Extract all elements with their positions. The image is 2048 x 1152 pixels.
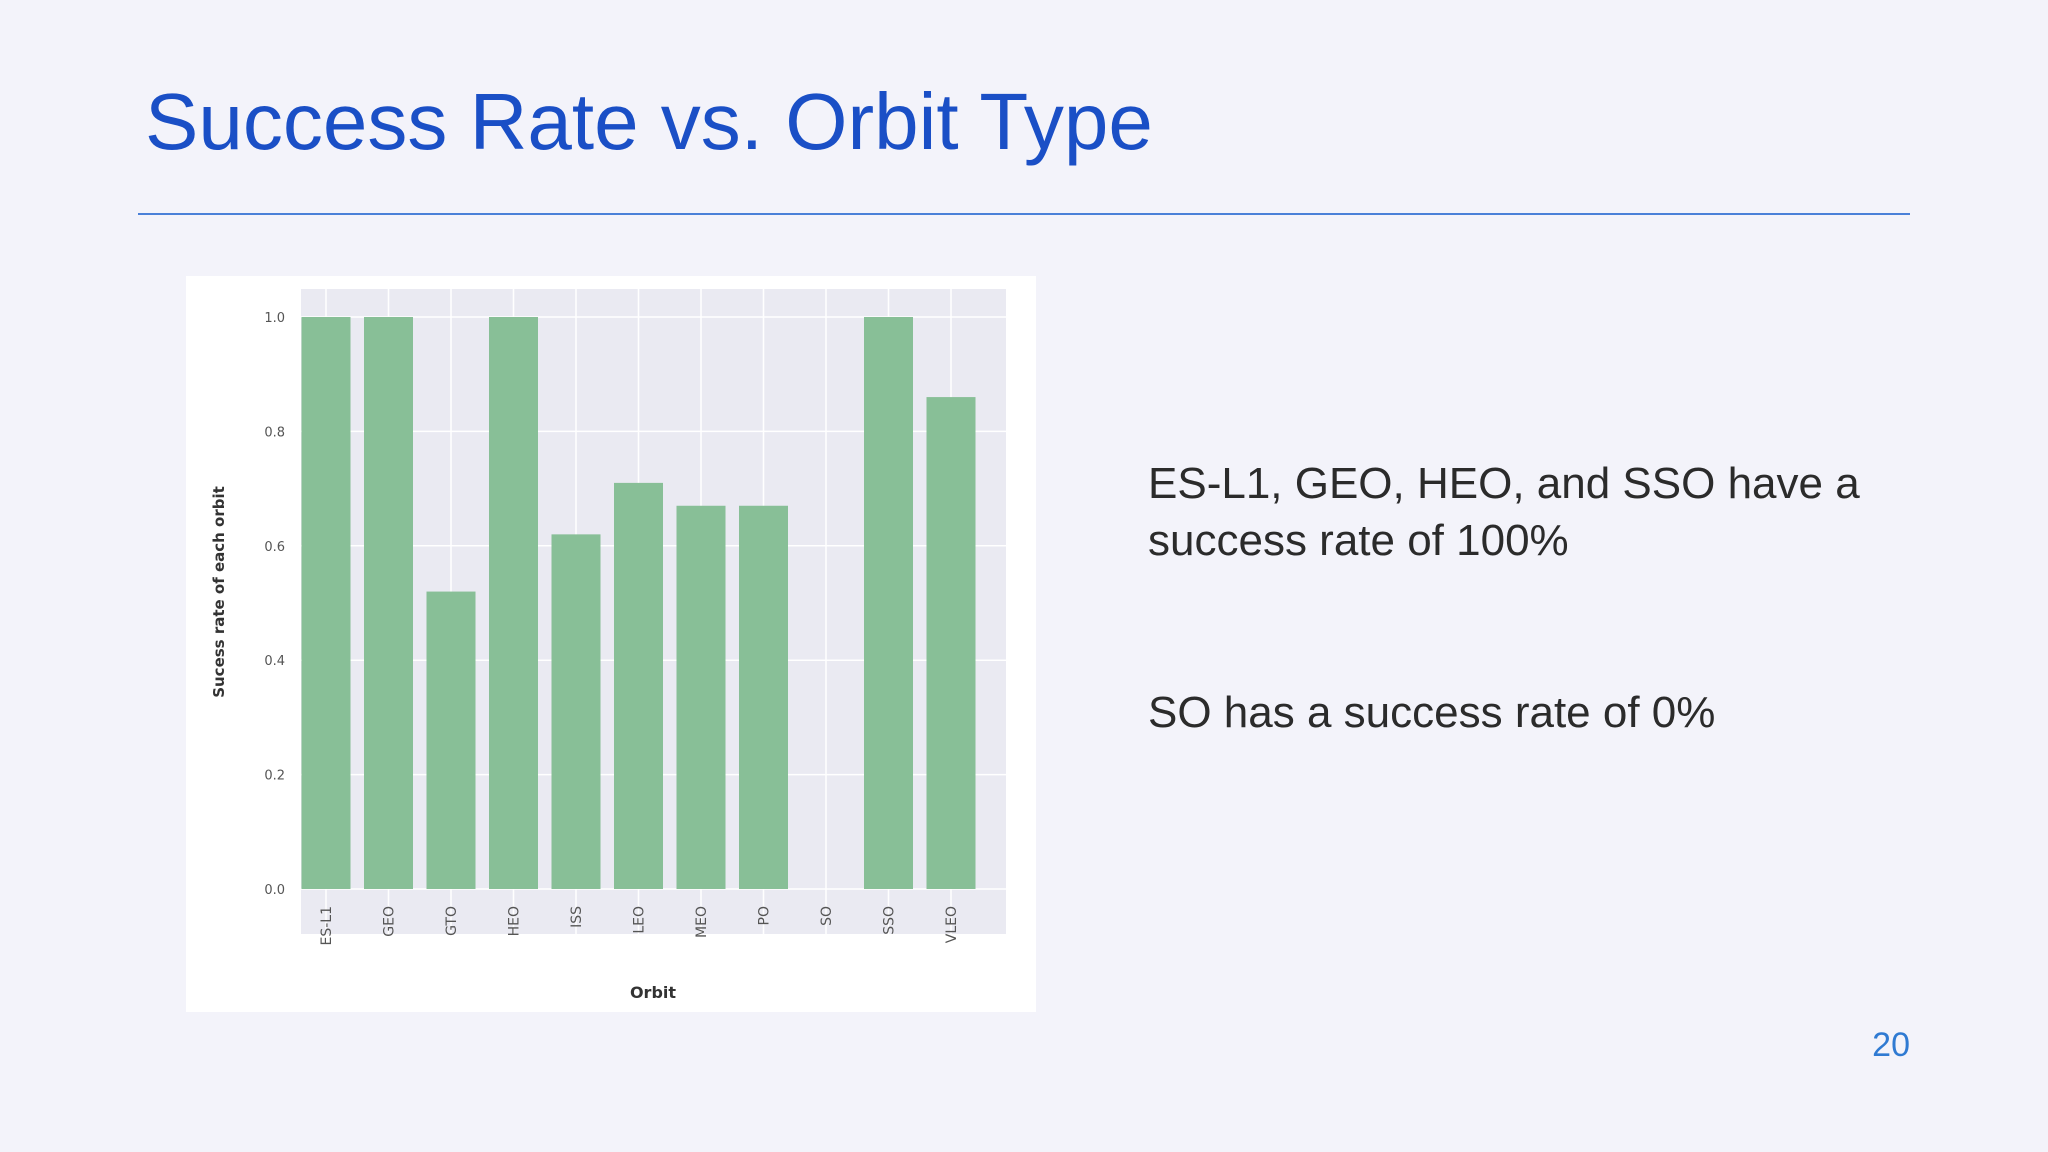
x-axis-label: Orbit: [630, 983, 676, 1002]
y-tick-label: 0.8: [264, 425, 285, 440]
slide-title: Success Rate vs. Orbit Type: [145, 77, 1153, 166]
y-tick-label: 0.4: [264, 654, 285, 669]
x-tick-label: SSO: [882, 906, 898, 935]
x-tick-label: GEO: [382, 906, 398, 937]
x-tick-label: PO: [757, 906, 773, 925]
x-tick-label: ISS: [569, 906, 585, 928]
title-divider: [138, 213, 1910, 215]
x-tick-label: VLEO: [944, 906, 960, 943]
x-tick-label: HEO: [507, 906, 523, 936]
bar-meo: [676, 505, 726, 889]
page-number: 20: [1872, 1026, 1910, 1064]
bar-chart: 0.0 0.2 0.4 0.6 0.8 1.0 ES-L1 GEO GTO HEO ISS LEO M…: [210, 289, 1006, 1002]
x-tick-label: GTO: [444, 906, 460, 936]
bullet-text-2: SO has a success rate of 0%: [1148, 688, 1716, 737]
x-tick-labels: ES-L1 GEO GTO HEO ISS LEO MEO PO SO SSO VLEO: [319, 906, 960, 946]
bar-leo: [614, 482, 663, 889]
y-tick-label: 1.0: [264, 311, 285, 326]
bar-vleo: [926, 397, 976, 889]
chart-card: 0.0 0.2 0.4 0.6 0.8 1.0 ES-L1 GEO GTO HEO ISS LEO M…: [186, 276, 1036, 1012]
bar-gto: [426, 591, 476, 889]
x-tick-label: ES-L1: [319, 906, 335, 946]
y-tick-labels: 0.0 0.2 0.4 0.6 0.8 1.0: [264, 311, 285, 898]
bar-iss: [551, 534, 601, 889]
y-tick-label: 0.0: [264, 883, 285, 898]
y-tick-label: 0.6: [264, 540, 285, 555]
bullet-text-1: ES-L1, GEO, HEO, and SSO have a success …: [1148, 459, 1860, 565]
y-axis-label: Sucess rate of each orbit: [210, 486, 228, 698]
bar-heo: [489, 317, 538, 889]
bar-geo: [364, 317, 413, 889]
x-tick-label: MEO: [694, 906, 710, 938]
y-tick-label: 0.2: [264, 769, 285, 784]
x-tick-label: SO: [819, 906, 835, 926]
bars: [301, 317, 976, 889]
bar-es-l1: [301, 317, 351, 889]
x-tick-label: LEO: [632, 906, 648, 934]
bar-po: [739, 505, 788, 889]
bar-sso: [864, 317, 913, 889]
